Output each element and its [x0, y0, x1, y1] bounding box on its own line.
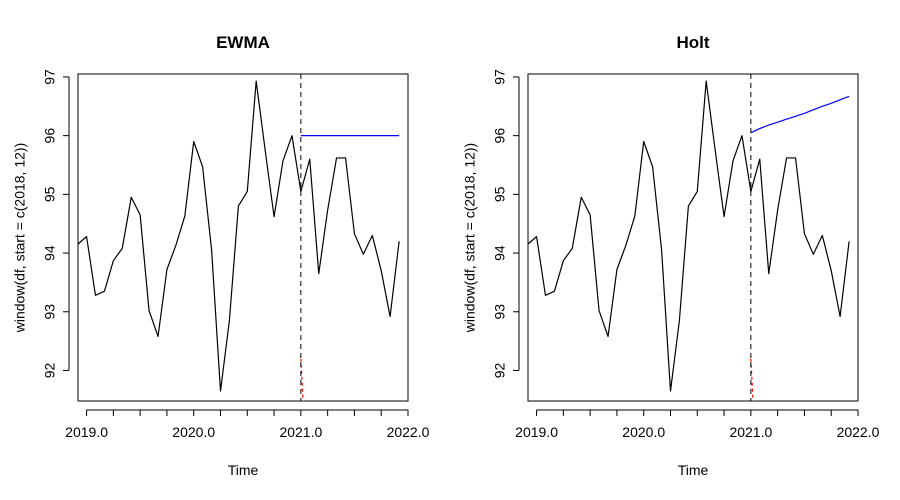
y-tick-label: 92	[42, 362, 58, 378]
y-tick-label: 94	[42, 245, 58, 261]
x-tick-label: 2020.0	[622, 424, 665, 440]
x-tick-label: 2022.0	[387, 424, 430, 440]
x-tick-label: 2019.0	[515, 424, 558, 440]
y-tick-label: 97	[42, 69, 58, 85]
y-tick-label: 94	[492, 245, 508, 261]
y-tick-label: 95	[42, 186, 58, 202]
x-axis-title: Time	[678, 462, 709, 478]
y-tick-label: 97	[492, 69, 508, 85]
observed-series-line	[78, 80, 400, 392]
observed-series-line	[528, 80, 850, 392]
y-tick-label: 96	[42, 128, 58, 144]
x-tick-label: 2022.0	[837, 424, 880, 440]
x-tick-label: 2021.0	[279, 424, 322, 440]
x-tick-label: 2020.0	[172, 424, 215, 440]
chart-title: Holt	[676, 33, 709, 52]
x-tick-label: 2021.0	[729, 424, 772, 440]
panel-2: Holt 2019.0 2020.0 2021.0 2022.0 92 93 94 95 96 97…	[462, 33, 880, 478]
x-axis-title: Time	[228, 462, 259, 478]
chart-title: EWMA	[216, 33, 270, 52]
y-tick-label: 95	[492, 186, 508, 202]
x-tick-label: 2019.0	[65, 424, 108, 440]
panel-1: EWMA 2019.0 2020.0 2021.0 2022.0 92 93 94 95 96 97…	[12, 33, 430, 478]
forecast-series-line	[750, 95, 850, 134]
plot-frame	[77, 73, 409, 402]
y-tick-label: 93	[42, 304, 58, 320]
y-axis-title: window(df, start = c(2018, 12))	[12, 143, 28, 333]
y-tick-label: 93	[492, 304, 508, 320]
y-axis-title: window(df, start = c(2018, 12))	[462, 143, 478, 333]
y-tick-label: 96	[492, 128, 508, 144]
plot-frame	[527, 73, 859, 402]
y-tick-label: 92	[492, 362, 508, 378]
